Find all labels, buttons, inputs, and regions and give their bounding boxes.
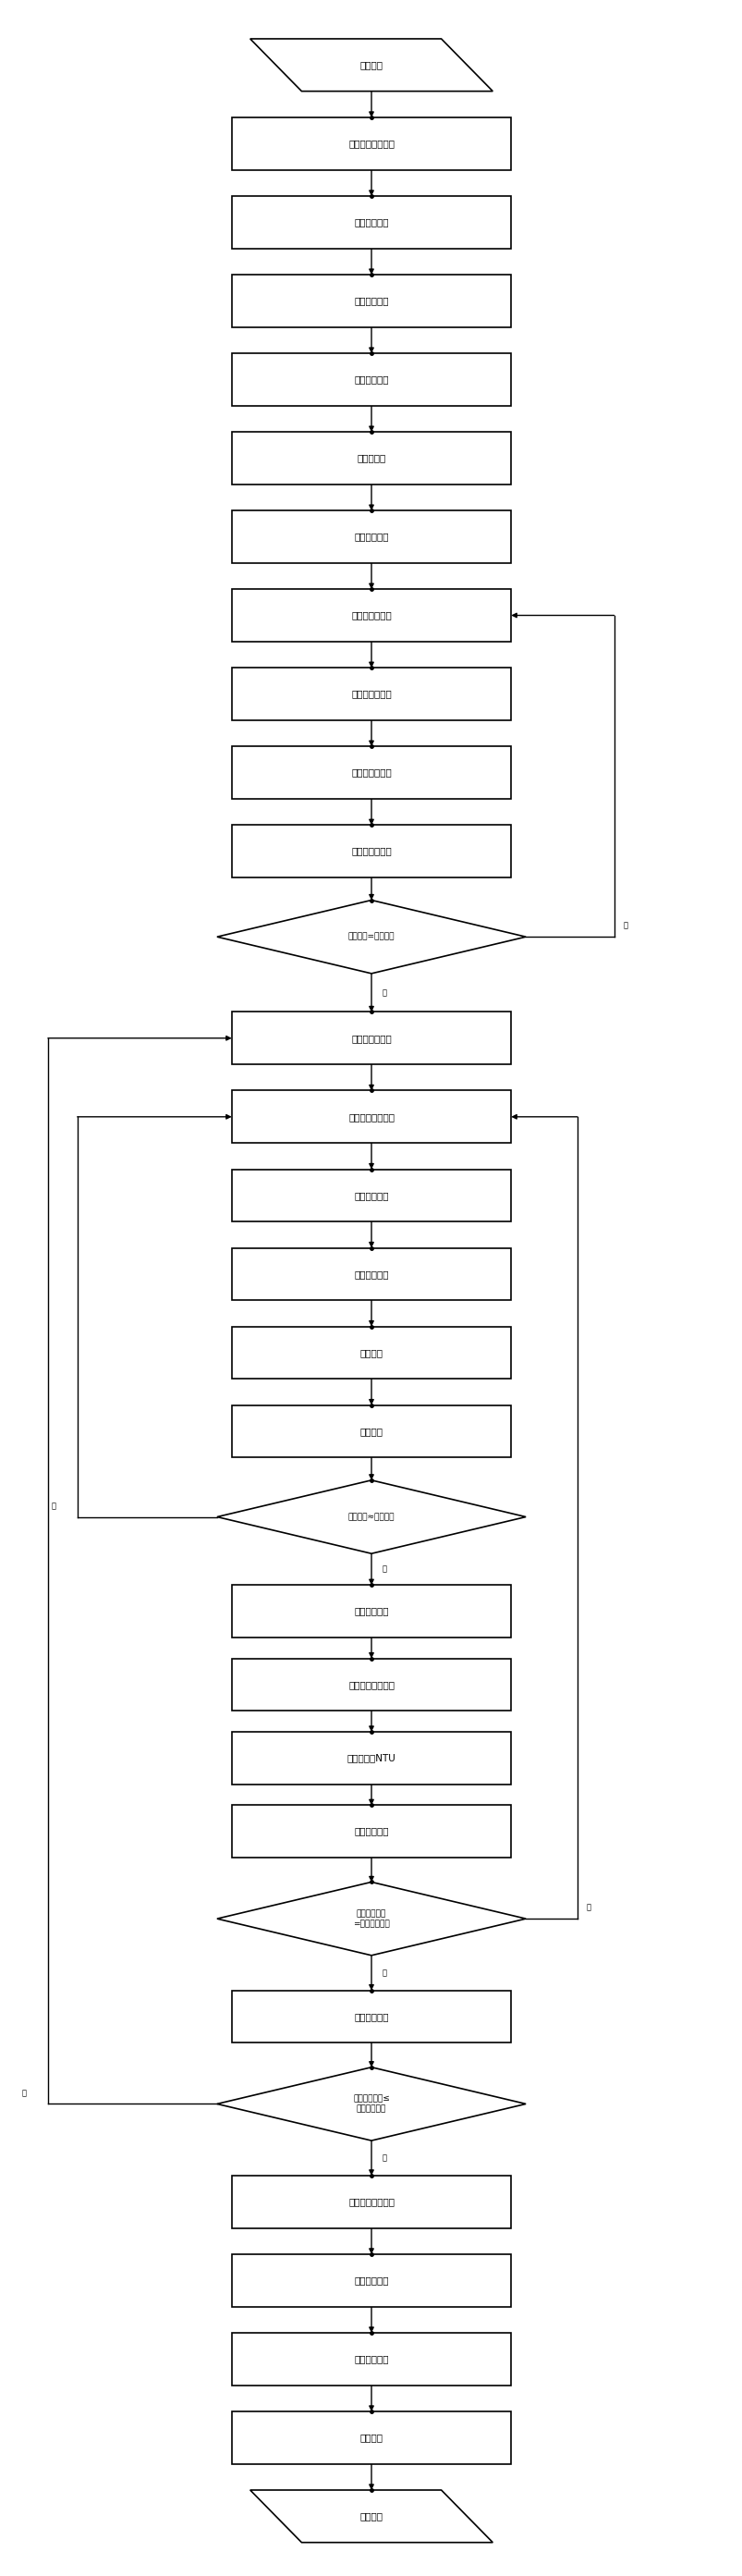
Text: 计算传质系数: 计算传质系数 (354, 1607, 388, 1615)
Text: 确定冷却任务: 确定冷却任务 (354, 216, 388, 227)
Text: 计算喷淤水温: 计算喷淤水温 (354, 1826, 388, 1837)
Text: 输出结果: 输出结果 (359, 2432, 383, 2442)
Polygon shape (217, 2066, 525, 2141)
Text: 计算出水温度: 计算出水温度 (354, 2012, 388, 2022)
Text: 否: 否 (52, 1502, 56, 1510)
FancyBboxPatch shape (232, 433, 510, 484)
FancyBboxPatch shape (232, 1584, 510, 1638)
FancyBboxPatch shape (232, 747, 510, 799)
FancyBboxPatch shape (232, 196, 510, 247)
FancyBboxPatch shape (232, 1806, 510, 1857)
Text: 计算传热面积: 计算传热面积 (354, 1270, 388, 1278)
Text: 确定盘管内内容度: 确定盘管内内容度 (348, 2197, 394, 2208)
Text: 计算传热系数: 计算传热系数 (354, 1190, 388, 1200)
Text: 否: 否 (622, 922, 627, 930)
Polygon shape (250, 2491, 492, 2543)
Text: 填料区阵力计算: 填料区阵力计算 (351, 848, 391, 855)
FancyBboxPatch shape (232, 2334, 510, 2385)
Text: 输入喷淤水量: 输入喷淤水量 (354, 533, 388, 541)
FancyBboxPatch shape (232, 1247, 510, 1301)
Text: 设定平均喷淤水温: 设定平均喷淤水温 (348, 1113, 394, 1121)
Text: 输入总风量: 输入总风量 (357, 453, 385, 464)
FancyBboxPatch shape (232, 1731, 510, 1785)
FancyBboxPatch shape (232, 1404, 510, 1458)
FancyBboxPatch shape (232, 590, 510, 641)
FancyBboxPatch shape (232, 353, 510, 404)
Text: 设定盘管配风量: 设定盘管配风量 (351, 611, 391, 621)
Text: 计算冷却特性: 计算冷却特性 (354, 2275, 388, 2285)
FancyBboxPatch shape (232, 1012, 510, 1064)
Text: 计算管数: 计算管数 (359, 1347, 383, 1358)
Text: 填料阵力=盘管阵力: 填料阵力=盘管阵力 (348, 933, 394, 940)
Text: 是: 是 (382, 1566, 387, 1574)
FancyBboxPatch shape (232, 2254, 510, 2306)
FancyBboxPatch shape (232, 510, 510, 564)
FancyBboxPatch shape (232, 824, 510, 878)
Text: 计算水个、NTU: 计算水个、NTU (347, 1754, 395, 1762)
Text: 计算管数≈设定管数: 计算管数≈设定管数 (348, 1512, 394, 1520)
Text: 是: 是 (382, 2154, 387, 2161)
Text: 设定管数: 设定管数 (359, 1427, 383, 1435)
Polygon shape (250, 39, 492, 90)
FancyBboxPatch shape (232, 118, 510, 170)
FancyBboxPatch shape (232, 1090, 510, 1144)
Text: 是: 是 (382, 1968, 387, 1976)
Polygon shape (217, 899, 525, 974)
Text: 是: 是 (382, 989, 387, 997)
Text: 计算冷却任务: 计算冷却任务 (354, 2354, 388, 2365)
Text: 设定热负荷分配: 设定热负荷分配 (351, 1033, 391, 1043)
FancyBboxPatch shape (232, 1327, 510, 1378)
Text: 计算湿区冷却面积: 计算湿区冷却面积 (348, 1680, 394, 1690)
FancyBboxPatch shape (232, 1170, 510, 1221)
FancyBboxPatch shape (232, 276, 510, 327)
Text: 计算填料区风量: 计算填料区风量 (351, 690, 391, 698)
FancyBboxPatch shape (232, 1659, 510, 1710)
Text: 否: 否 (585, 1904, 590, 1911)
Text: 输入盘管结构: 输入盘管结构 (354, 296, 388, 307)
Text: 完成任务: 完成任务 (359, 2512, 383, 2522)
Polygon shape (217, 1481, 525, 1553)
Polygon shape (217, 1883, 525, 1955)
Text: 盘管区阵力计算: 盘管区阵力计算 (351, 768, 391, 778)
Text: 确定环境设计条件: 确定环境设计条件 (348, 139, 394, 149)
Text: 输入填料参数: 输入填料参数 (354, 376, 388, 384)
Text: 否: 否 (22, 2089, 27, 2097)
FancyBboxPatch shape (232, 1991, 510, 2043)
FancyBboxPatch shape (232, 2411, 510, 2463)
FancyBboxPatch shape (232, 2177, 510, 2228)
Text: 计算出水温度≤
设计出口水温: 计算出水温度≤ 设计出口水温 (352, 2094, 390, 2112)
Text: 接受任务: 接受任务 (359, 59, 383, 70)
Text: 计算喷淤水温
=设定喷淤水温: 计算喷淤水温 =设定喷淤水温 (352, 1909, 390, 1927)
FancyBboxPatch shape (232, 667, 510, 721)
